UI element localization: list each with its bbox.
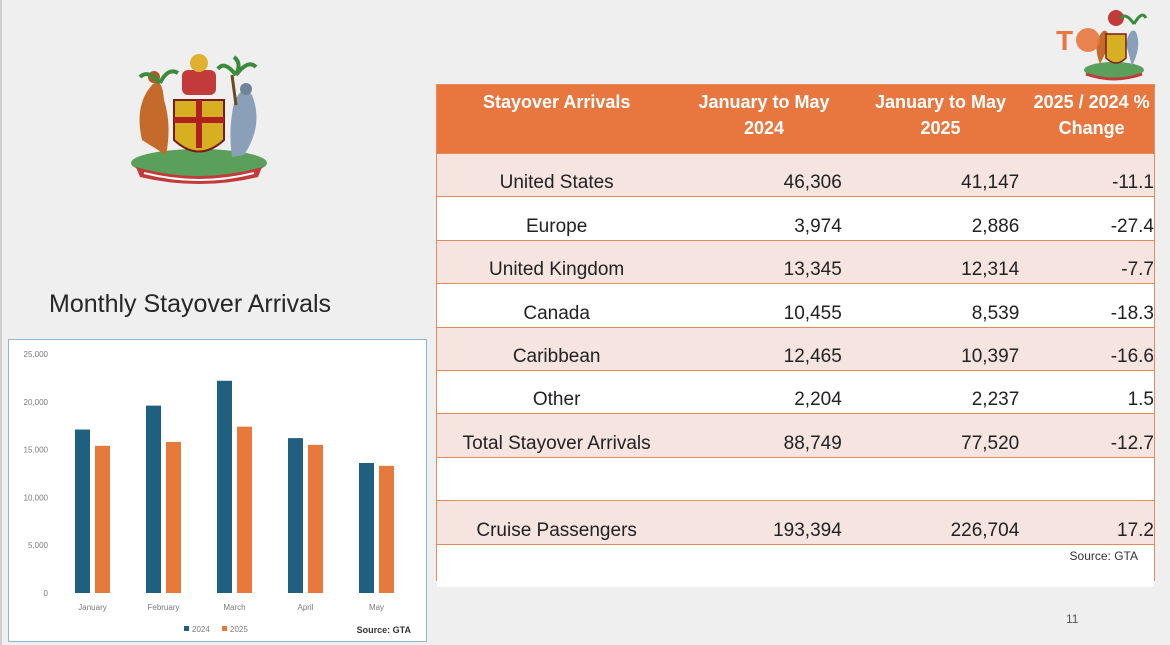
chart-source-note: Source: GTA xyxy=(357,625,412,635)
bar-2025-january xyxy=(95,445,110,593)
y-tick-label: 15,000 xyxy=(24,446,49,455)
row-label xyxy=(437,456,677,501)
bar-2024-may xyxy=(359,462,374,593)
page-number: 11 xyxy=(1066,612,1079,626)
y-tick-label: 20,000 xyxy=(24,398,49,407)
row-value-2025: 2,237 xyxy=(851,369,1030,414)
row-value-2025: 41,147 xyxy=(851,152,1030,197)
y-tick-label: 0 xyxy=(44,589,49,598)
row-change: -18.3 xyxy=(1029,283,1154,328)
legend-swatch-2025 xyxy=(222,626,227,631)
row-change xyxy=(1029,456,1154,501)
table-row-spacer xyxy=(437,456,1154,501)
legend-label-2025: 2025 xyxy=(230,625,248,634)
row-change: -12.7 xyxy=(1029,413,1154,458)
row-change: -16.6 xyxy=(1029,326,1154,371)
bar-2025-february xyxy=(166,441,181,593)
row-value-2025: 77,520 xyxy=(851,413,1030,458)
bar-2024-january xyxy=(75,429,90,593)
legend-label-2024: 2024 xyxy=(192,625,210,634)
row-value-2024: 46,306 xyxy=(676,152,852,197)
x-tick-label: April xyxy=(297,603,313,612)
row-label: United States xyxy=(437,152,677,197)
table-row-total: Total Stayover Arrivals 88,749 77,520 -1… xyxy=(437,413,1154,458)
table-row: Canada 10,455 8,539 -18.3 xyxy=(437,283,1154,328)
row-value-2024: 12,465 xyxy=(676,326,852,371)
table-header-row: Stayover Arrivals January to May 2024 Ja… xyxy=(437,85,1154,154)
header-percent-change: 2025 / 2024 % Change xyxy=(1029,85,1154,154)
table-row: Europe 3,974 2,886 -27.4 xyxy=(437,196,1154,241)
table-row: Caribbean 12,465 10,397 -16.6 xyxy=(437,326,1154,371)
table-row: United Kingdom 13,345 12,314 -7.7 xyxy=(437,239,1154,284)
row-value-2024: 13,345 xyxy=(676,239,852,284)
arrivals-table: Stayover Arrivals January to May 2024 Ja… xyxy=(437,85,1154,588)
row-value-2025: 10,397 xyxy=(851,326,1030,371)
table-row: United States 46,306 41,147 -11.1 xyxy=(437,152,1154,197)
row-label: Total Stayover Arrivals xyxy=(437,413,677,458)
x-tick-label: February xyxy=(147,603,179,612)
bar-2025-april xyxy=(308,444,323,593)
bar-chart-panel: 0 5,000 10,000 15,000 20,000 25,000 January Feb… xyxy=(8,339,427,642)
grenada-tourism-logo-icon: T xyxy=(1052,4,1148,84)
row-value-2024: 2,204 xyxy=(676,369,852,414)
arrivals-table-container: Stayover Arrivals January to May 2024 Ja… xyxy=(436,84,1155,588)
x-tick-label: March xyxy=(223,603,245,612)
bar-2025-march xyxy=(237,426,252,593)
row-value-2024: 3,974 xyxy=(676,196,852,241)
header-jan-may-2025: January to May 2025 xyxy=(851,85,1030,154)
row-label: Canada xyxy=(437,283,677,328)
row-value-2025: 12,314 xyxy=(851,239,1030,284)
table-row-source xyxy=(437,543,1154,588)
row-change: -7.7 xyxy=(1029,239,1154,284)
table-row: Other 2,204 2,237 1.5 xyxy=(437,369,1154,414)
y-tick-label: 5,000 xyxy=(28,541,49,550)
row-change: -11.1 xyxy=(1029,152,1154,197)
row-label: Europe xyxy=(437,196,677,241)
row-value-2024: 10,455 xyxy=(676,283,852,328)
row-label: Cruise Passengers xyxy=(437,500,677,545)
x-tick-label: May xyxy=(369,603,384,612)
y-tick-label: 25,000 xyxy=(24,350,49,359)
row-value-2025: 226,704 xyxy=(851,500,1030,545)
row-label: United Kingdom xyxy=(437,239,677,284)
row-label: Caribbean xyxy=(437,326,677,371)
logo-letter: T xyxy=(1056,25,1073,56)
row-value-2024: 193,394 xyxy=(676,500,852,545)
row-change: 17.2 xyxy=(1029,500,1154,545)
header-jan-may-2024: January to May 2024 xyxy=(676,85,852,154)
bar-2025-may xyxy=(379,465,394,593)
bar-chart: 0 5,000 10,000 15,000 20,000 25,000 January Feb… xyxy=(24,350,412,635)
legend-swatch-2024 xyxy=(184,626,189,631)
row-value-2025 xyxy=(851,456,1030,501)
bar-2024-april xyxy=(288,438,303,593)
y-tick-label: 10,000 xyxy=(24,493,49,502)
chart-title: Monthly Stayover Arrivals xyxy=(49,290,332,318)
row-value-2024: 88,749 xyxy=(676,413,852,458)
row-change: 1.5 xyxy=(1029,369,1154,414)
table-source-note: Source: GTA xyxy=(1069,549,1138,563)
row-change: -27.4 xyxy=(1029,196,1154,241)
coat-of-arms-icon xyxy=(124,45,274,190)
row-label: Other xyxy=(437,369,677,414)
row-value-2025: 2,886 xyxy=(851,196,1030,241)
bar-2024-february xyxy=(146,405,161,593)
bar-2024-march xyxy=(217,380,232,593)
header-stayover-arrivals: Stayover Arrivals xyxy=(437,85,677,154)
table-row-cruise: Cruise Passengers 193,394 226,704 17.2 xyxy=(437,500,1154,545)
row-value-2024 xyxy=(676,456,852,501)
x-tick-label: January xyxy=(78,603,106,612)
row-value-2025: 8,539 xyxy=(851,283,1030,328)
